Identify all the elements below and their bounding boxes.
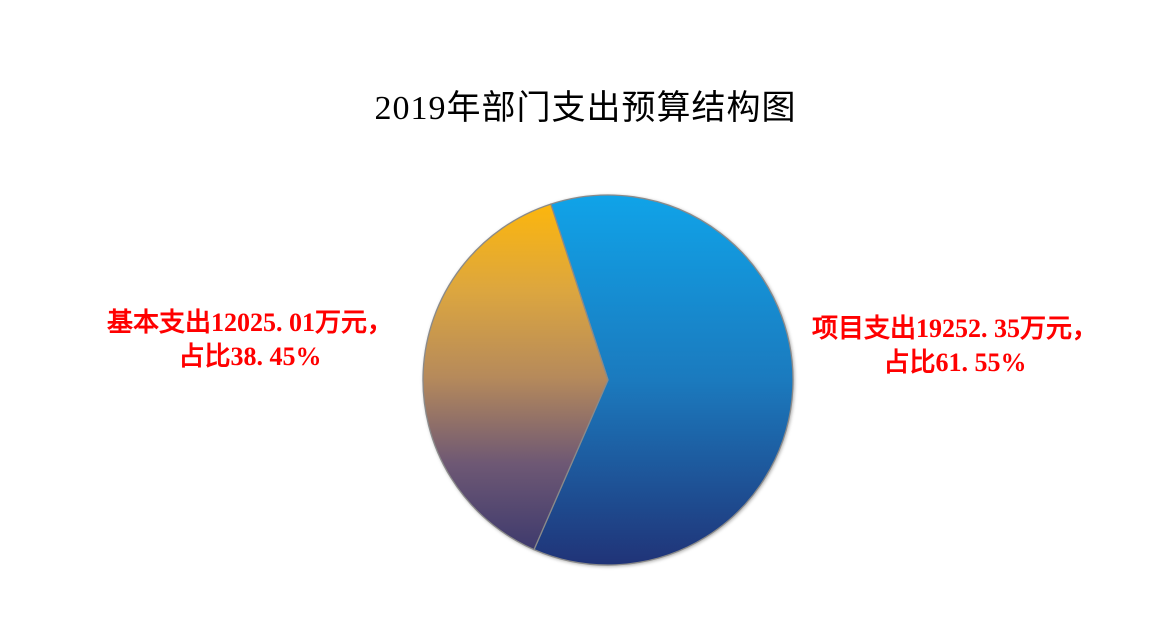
chart-title: 2019年部门支出预算结构图 (374, 90, 797, 127)
callout-basic-line2: 占比38. 45% (178, 342, 322, 371)
pie-slice-project-expenditure (533, 194, 794, 566)
callout-basic-expenditure: 基本支出12025. 01万元， 占比38. 45% (70, 306, 430, 374)
callout-basic-line1: 基本支出12025. 01万元， (106, 308, 393, 337)
pie-slice-basic-expenditure (422, 203, 609, 551)
callout-project-expenditure: 项目支出19252. 35万元， 占比61. 55% (775, 312, 1135, 380)
callout-project-line1: 项目支出19252. 35万元， (811, 314, 1098, 343)
callout-project-line2: 占比61. 55% (883, 348, 1027, 377)
pie-group (422, 194, 794, 566)
